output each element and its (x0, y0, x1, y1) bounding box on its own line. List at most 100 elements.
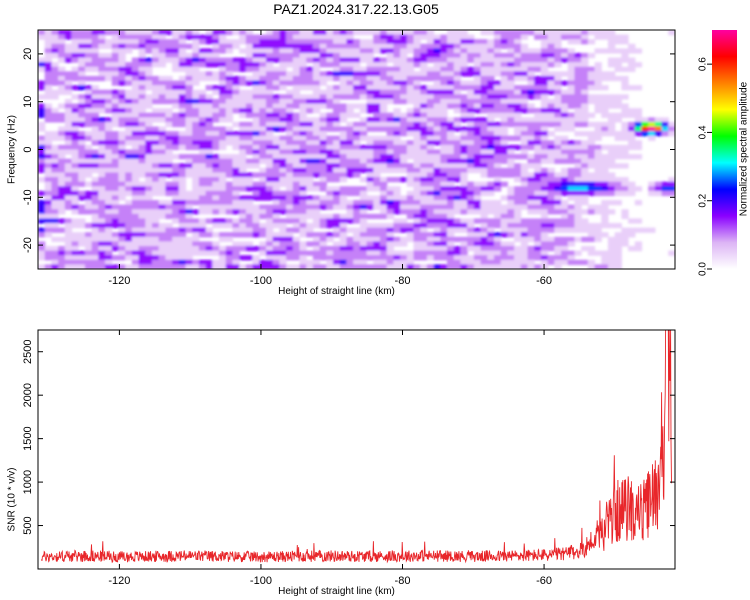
spectrogram-cell (272, 85, 280, 91)
spectrogram-cell (393, 195, 401, 201)
spectrogram-cell (366, 227, 374, 233)
spectrogram-cell (212, 195, 220, 201)
spectrogram-cell (527, 154, 535, 160)
spectrogram-cell (98, 236, 106, 243)
spectrogram-cell (379, 186, 388, 192)
spectrogram-cell (145, 48, 153, 54)
spectrogram-cell (379, 103, 388, 109)
spectrogram-cell (426, 75, 435, 82)
spectrogram-cell (245, 213, 254, 220)
spectrogram-cell (326, 57, 334, 63)
spectrogram-cell (198, 71, 207, 77)
spectrogram-cell (239, 48, 247, 54)
spectrogram-cell (601, 131, 609, 137)
spectrogram-cell (165, 112, 173, 118)
spectrogram-cell (219, 204, 227, 210)
spectrogram-cell (165, 135, 173, 141)
spectrogram-cell (198, 52, 207, 59)
spectrogram-cell (286, 172, 294, 178)
spectrogram-cell (514, 103, 522, 109)
spectrogram-cell (178, 140, 187, 146)
spectrogram-cell (245, 172, 254, 178)
spectrogram-cell (299, 149, 307, 155)
spectrogram-cell (51, 204, 59, 210)
spectrogram-cell (413, 85, 421, 91)
spectrogram-cell (225, 200, 234, 206)
spectrogram-cell (353, 126, 361, 132)
spectrogram-cell (326, 167, 334, 174)
spectrogram-cell (326, 126, 334, 132)
spectrogram-cell (447, 62, 455, 68)
spectrogram-cell (487, 66, 495, 72)
spectrogram-cell (98, 250, 106, 256)
spectrogram-cell (547, 190, 555, 197)
spectrogram-cell (581, 223, 589, 229)
spectrogram-cell (212, 264, 220, 269)
spectrogram-cell (312, 89, 321, 95)
y-tick-label: -20 (22, 237, 34, 253)
spectrogram-cell (198, 144, 207, 151)
spectrogram-cell (493, 135, 502, 141)
spectrogram-cell (628, 227, 636, 233)
spectrogram-cell (527, 71, 535, 77)
spectrogram-cell (460, 140, 468, 146)
spectrogram-cell (413, 89, 421, 95)
spectrogram-cell (346, 241, 354, 247)
spectrogram-cell (91, 98, 99, 105)
spectrogram-cell (259, 227, 267, 233)
spectrogram-cell (493, 30, 502, 36)
spectrogram-cell (91, 163, 99, 169)
spectrogram-cell (520, 103, 529, 109)
spectrogram-cell (386, 144, 394, 151)
spectrogram-cell (366, 177, 374, 183)
spectrogram-cell (366, 236, 374, 243)
spectrogram-cell (279, 66, 287, 72)
spectrogram-cell (581, 62, 589, 68)
spectrogram-cell (654, 121, 663, 128)
spectrogram-cell (353, 57, 361, 63)
spectrogram-cell (353, 227, 361, 233)
spectrogram-cell (111, 62, 120, 68)
spectrogram-cell (574, 259, 582, 266)
spectrogram-cell (138, 48, 146, 54)
spectrogram-cell (581, 144, 589, 151)
spectrogram-cell (493, 200, 502, 206)
spectrogram-cell (406, 34, 415, 40)
spectrogram-cell (426, 43, 435, 49)
spectrogram-cell (219, 126, 227, 132)
spectrogram-cell (198, 264, 207, 269)
spectrogram-cell (353, 259, 361, 266)
spectrogram-cell (607, 112, 616, 118)
spectrogram-cell (265, 149, 274, 155)
spectrogram-cell (259, 232, 267, 238)
spectrogram-cell (38, 34, 46, 40)
spectrogram-cell (453, 154, 462, 160)
spectrogram-cell (540, 75, 549, 82)
spectrogram-cell (467, 227, 475, 233)
spectrogram-cell (400, 66, 408, 72)
spectrogram-cell (433, 48, 441, 54)
spectrogram-cell (406, 89, 415, 95)
spectrogram-cell (205, 34, 213, 40)
spectrogram-cell (527, 135, 535, 141)
spectrogram-cell (105, 167, 113, 174)
spectrogram-cell (279, 218, 287, 224)
spectrogram-cell (279, 48, 287, 54)
spectrogram-cell (353, 39, 361, 45)
spectrogram-cell (634, 218, 643, 224)
spectrogram-cell (131, 255, 140, 261)
spectrogram-cell (259, 190, 267, 197)
spectrogram-cell (306, 195, 314, 201)
spectrogram-cell (125, 62, 133, 68)
spectrogram-cell (520, 62, 529, 68)
spectrogram-cell (172, 112, 180, 118)
spectrogram-cell (178, 172, 187, 178)
spectrogram-cell (473, 103, 482, 109)
spectrogram-cell (252, 227, 260, 233)
spectrogram-cell (440, 204, 448, 210)
spectrogram-cell (467, 126, 475, 132)
spectrogram-cell (51, 62, 59, 68)
spectrogram-cell (547, 223, 555, 229)
spectrogram-cell (91, 241, 99, 247)
spectrogram-cell (91, 108, 99, 114)
